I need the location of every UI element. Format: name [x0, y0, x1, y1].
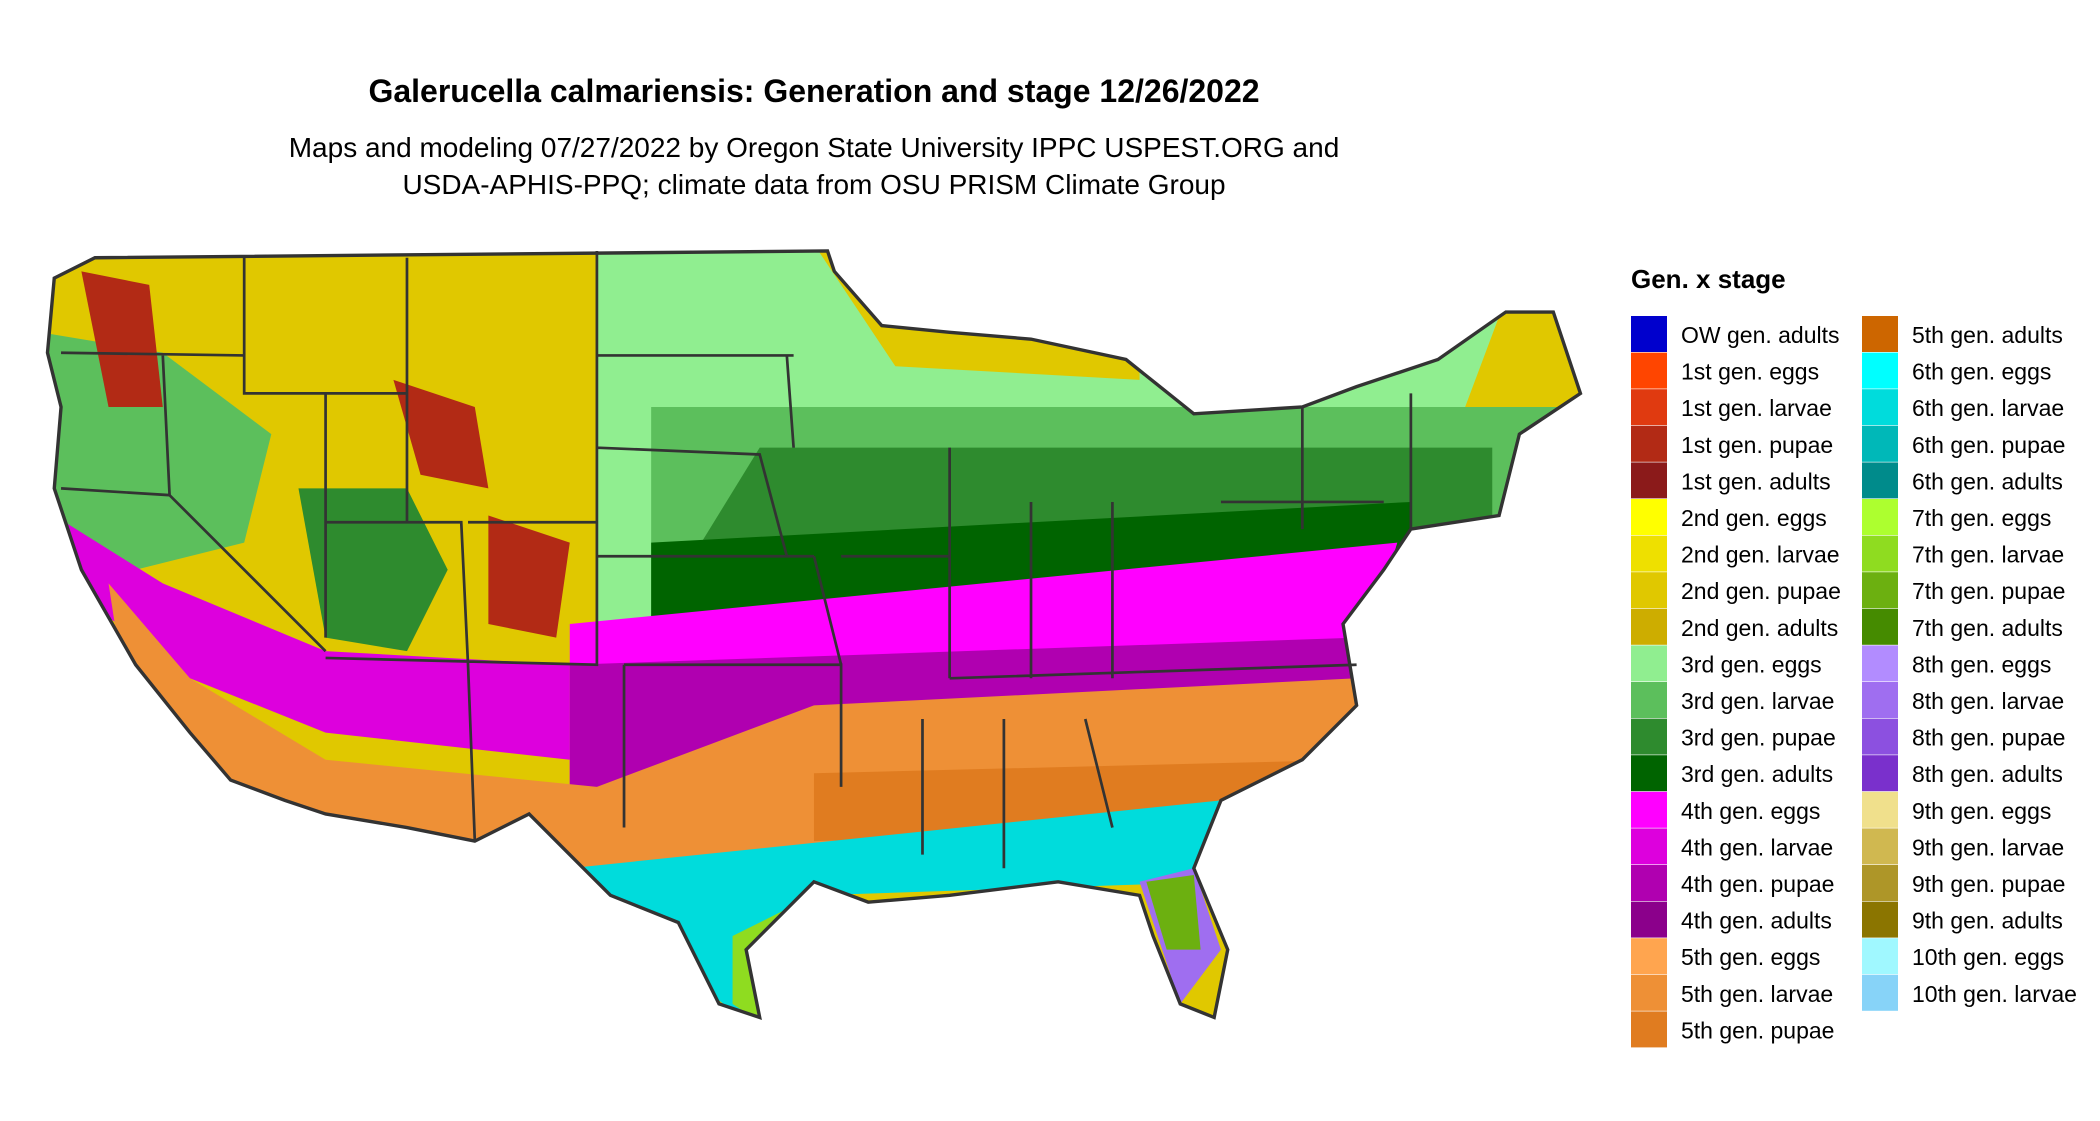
region — [54, 515, 570, 760]
legend-swatch — [1862, 901, 1898, 938]
legend-swatch — [1631, 865, 1667, 901]
legend-label: 3rd gen. eggs — [1681, 651, 1822, 677]
legend-swatch — [1631, 608, 1667, 645]
legend-label: 9th gen. eggs — [1912, 798, 2051, 824]
legend-swatch — [1862, 499, 1898, 535]
legend-label: 4th gen. larvae — [1681, 834, 1833, 860]
legend-label: 10th gen. larvae — [1912, 981, 2077, 1007]
legend-label: 7th gen. pupae — [1912, 578, 2065, 604]
legend-swatch — [1862, 682, 1898, 718]
map — [45, 249, 1583, 1020]
state-borders — [60, 250, 1413, 869]
legend-swatch — [1631, 901, 1667, 938]
legend-swatch — [1862, 645, 1898, 682]
legend-swatch — [1631, 572, 1667, 609]
legend-swatch — [1631, 462, 1667, 499]
legend-swatch — [1631, 499, 1667, 535]
legend-label: 8th gen. larvae — [1912, 688, 2064, 714]
legend-swatch — [1862, 755, 1898, 792]
legend-swatch — [1862, 865, 1898, 901]
region — [1146, 875, 1201, 950]
legend-swatch — [1631, 352, 1667, 389]
legend-swatch — [1862, 352, 1898, 389]
legend-swatch — [1631, 755, 1667, 792]
legend-swatch — [1862, 828, 1898, 865]
legend-swatch — [1631, 938, 1667, 975]
legend-swatch — [1631, 1011, 1667, 1048]
legend-label: 3rd gen. larvae — [1681, 688, 1834, 714]
legend-swatch — [1862, 938, 1898, 975]
legend-label: 9th gen. adults — [1912, 908, 2063, 934]
legend-swatch — [1631, 974, 1667, 1011]
region — [81, 271, 163, 407]
legend-swatch — [1862, 535, 1898, 572]
legend-label: 7th gen. eggs — [1912, 505, 2051, 531]
legend-swatch — [1631, 389, 1667, 426]
legend-label: 10th gen. eggs — [1912, 944, 2064, 970]
legend-label: 1st gen. eggs — [1681, 359, 1819, 385]
legend-label: 5th gen. eggs — [1681, 944, 1820, 970]
legend-swatch — [1631, 828, 1667, 865]
country-border — [45, 249, 1583, 1020]
legend-label: 2nd gen. eggs — [1681, 505, 1827, 531]
legend-swatch — [1631, 718, 1667, 755]
legend-swatch — [1862, 572, 1898, 609]
legend-swatch — [1631, 682, 1667, 718]
region — [393, 379, 489, 489]
legend-swatch — [1631, 316, 1667, 352]
legend-swatch — [1862, 718, 1898, 755]
legend-label: 3rd gen. adults — [1681, 761, 1833, 787]
legend-label: 2nd gen. adults — [1681, 615, 1838, 641]
region — [1465, 298, 1581, 407]
legend-label: 1st gen. larvae — [1681, 395, 1832, 421]
region — [488, 515, 570, 638]
legend-label: 4th gen. pupae — [1681, 871, 1834, 897]
legend-swatch — [1631, 791, 1667, 828]
region — [298, 488, 448, 652]
legend-label: 4th gen. eggs — [1681, 798, 1820, 824]
legend-label: 5th gen. pupae — [1681, 1017, 1834, 1043]
legend: OW gen. adults 1st gen. eggs 1st gen. larv… — [1631, 316, 2077, 1048]
legend-label: 6th gen. adults — [1912, 468, 2063, 494]
legend-label: 4th gen. adults — [1681, 908, 1832, 934]
legend-swatch — [1862, 425, 1898, 462]
legend-swatch — [1862, 389, 1898, 426]
legend-label: 9th gen. pupae — [1912, 871, 2065, 897]
legend-label: OW gen. adults — [1681, 322, 1840, 348]
legend-label: 7th gen. adults — [1912, 615, 2063, 641]
legend-swatch — [1862, 316, 1898, 352]
legend-label: 8th gen. adults — [1912, 761, 2063, 787]
region — [47, 325, 272, 570]
legend-label: 6th gen. pupae — [1912, 432, 2065, 458]
subtitle: Maps and modeling 07/27/2022 by Oregon S… — [289, 132, 1340, 163]
legend-label: 5th gen. larvae — [1681, 981, 1833, 1007]
legend-label: 2nd gen. larvae — [1681, 542, 1840, 568]
subtitle: USDA-APHIS-PPQ; climate data from OSU PR… — [402, 169, 1225, 200]
legend-label: 7th gen. larvae — [1912, 542, 2064, 568]
legend-label: 5th gen. adults — [1912, 322, 2063, 348]
legend-swatch — [1631, 425, 1667, 462]
legend-label: 1st gen. adults — [1681, 468, 1831, 494]
legend-swatch — [1631, 645, 1667, 682]
legend-title: Gen. x stage — [1631, 264, 1786, 294]
legend-swatch — [1862, 974, 1898, 1011]
legend-label: 8th gen. eggs — [1912, 651, 2051, 677]
legend-label: 3rd gen. pupae — [1681, 725, 1836, 751]
legend-label: 9th gen. larvae — [1912, 834, 2064, 860]
legend-label: 6th gen. larvae — [1912, 395, 2064, 421]
title: Galerucella calmariensis: Generation and… — [368, 73, 1259, 109]
legend-swatch — [1631, 535, 1667, 572]
legend-label: 1st gen. pupae — [1681, 432, 1833, 458]
legend-label: 2nd gen. pupae — [1681, 578, 1841, 604]
legend-label: 6th gen. eggs — [1912, 359, 2051, 385]
legend-swatch — [1862, 462, 1898, 499]
legend-swatch — [1862, 608, 1898, 645]
legend-label: 8th gen. pupae — [1912, 725, 2065, 751]
legend-swatch — [1862, 791, 1898, 828]
